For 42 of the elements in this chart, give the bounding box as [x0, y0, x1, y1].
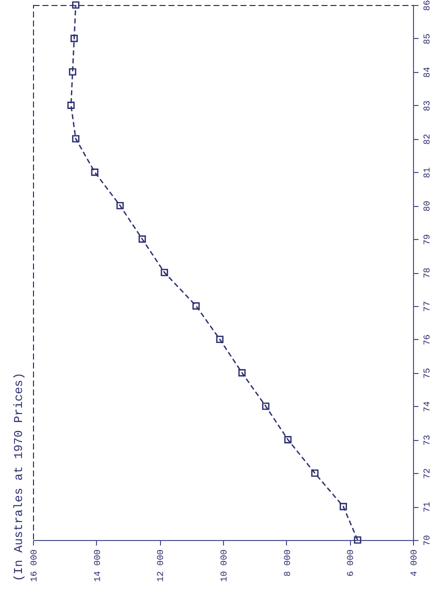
y-tick-label: 86: [422, 0, 432, 11]
point: [70, 34, 78, 42]
point: [72, 1, 80, 9]
point: [284, 436, 292, 444]
y-tick-label: 75: [422, 368, 432, 379]
x-tick-label: 10 000: [220, 550, 230, 582]
point: [192, 302, 200, 310]
x-tick-label: 16 000: [30, 550, 40, 582]
point: [238, 369, 246, 376]
text: (In Australes at 1970 Prices): [12, 372, 26, 582]
x-tick-label: 4 000: [410, 550, 420, 577]
y-tick-label: 85: [422, 34, 432, 44]
y-tick-label: 71: [422, 502, 432, 512]
y-tick-label: 77: [422, 301, 432, 312]
point: [68, 68, 76, 76]
point: [354, 536, 362, 544]
y-tick-label: 81: [422, 167, 432, 178]
x-tick-label: 14 000: [92, 550, 103, 582]
point: [340, 502, 347, 510]
y-tick-label: 80: [422, 200, 432, 212]
point: [216, 336, 224, 344]
x-tick-label: 6 000: [346, 550, 356, 577]
y-tick-label: 79: [422, 234, 432, 245]
y-tick-label: 72: [422, 468, 432, 480]
y-tick-label: 84: [422, 66, 432, 78]
y-tick-label: 82: [422, 134, 432, 145]
point: [138, 235, 146, 243]
point: [67, 102, 75, 109]
y-tick-label: 78: [422, 268, 432, 278]
point: [160, 268, 168, 276]
y-tick-label: 70: [422, 535, 432, 546]
point: [91, 168, 98, 176]
y-tick-label: 74: [422, 401, 432, 412]
point: [72, 135, 80, 142]
y-tick-label: 73: [422, 434, 432, 446]
y-tick-label: 76: [422, 334, 432, 346]
point: [262, 402, 270, 410]
x-tick-label: 8 000: [282, 550, 293, 577]
x-tick-label: 12 000: [156, 550, 166, 582]
y-tick-label: 83: [422, 100, 432, 112]
point: [311, 469, 318, 477]
point: [116, 202, 124, 210]
